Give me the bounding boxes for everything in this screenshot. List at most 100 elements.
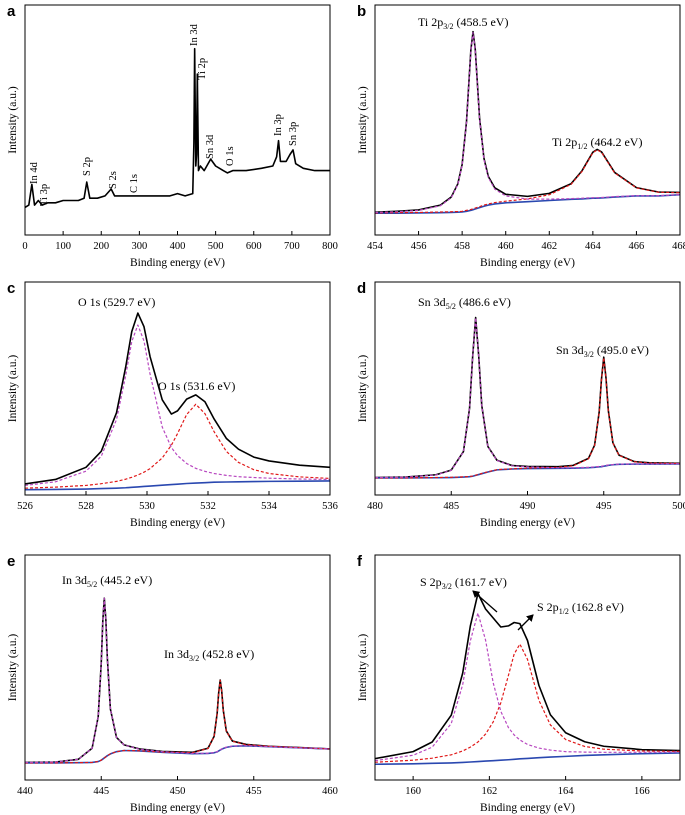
x-tick-label: 495 [596, 501, 612, 512]
plot-frame [24, 281, 331, 496]
x-tick-label: 455 [246, 786, 262, 797]
x-tick-label: 456 [411, 241, 427, 252]
x-tick-label: 534 [261, 501, 278, 512]
spectrum-line [24, 597, 331, 764]
peak-label-rest: (161.7 eV) [452, 575, 507, 589]
peak-label-rest: (486.6 eV) [456, 295, 511, 309]
y-axis-label: Intensity (a.u.) [357, 634, 369, 702]
x-axis-label: Binding energy (eV) [130, 257, 225, 269]
peak-label-rest: (458.5 eV) [453, 15, 508, 29]
plot-frame [374, 554, 681, 781]
peak-label-rest: (464.2 eV) [587, 135, 642, 149]
peak-label: Sn 3p [288, 122, 299, 146]
x-tick-label: 600 [246, 241, 262, 252]
x-axis-label: Binding energy (eV) [480, 257, 575, 269]
peak-label: Sn 3d [205, 134, 216, 159]
y-axis-label: Intensity (a.u.) [357, 86, 369, 154]
x-tick-label: 100 [55, 241, 71, 252]
peak-label: Ti 3p [39, 184, 50, 206]
peak-label: In 3d [189, 23, 200, 46]
x-tick-label: 166 [634, 786, 650, 797]
spectrum-line [24, 480, 331, 491]
plot-frame [374, 4, 681, 236]
x-tick-label: 485 [443, 501, 459, 512]
peak-label-sub: 5/2 [446, 302, 456, 311]
plot-frame [24, 4, 331, 236]
peak-label-rest: (445.2 eV) [97, 573, 152, 587]
panel-letter: a [7, 3, 16, 20]
spectrum-line [374, 316, 681, 479]
peak-label-rest: (495.0 eV) [594, 343, 649, 357]
peak-label: S 2p3/2 (161.7 eV) [420, 575, 507, 591]
x-tick-label: 700 [284, 241, 300, 252]
x-tick-label: 458 [454, 241, 470, 252]
y-axis-label: Intensity (a.u.) [7, 634, 19, 702]
peak-label: In 3d3/2 (452.8 eV) [164, 647, 254, 663]
peak-label: In 3p [273, 114, 284, 136]
spectrum-line [374, 317, 681, 479]
peak-label: In 3d5/2 (445.2 eV) [62, 573, 152, 589]
spectrum-line [374, 612, 681, 762]
spectrum-line [375, 357, 681, 479]
peak-label-main: S 2p [420, 575, 442, 589]
panel: c Intensity (a.u.) Binding energy (eV) 526 5… [7, 280, 338, 529]
peak-label-sub: 1/2 [559, 607, 569, 616]
spectrum-line [374, 643, 681, 763]
x-tick-label: 200 [93, 241, 109, 252]
arrow [472, 590, 498, 613]
x-tick-label: 460 [322, 786, 338, 797]
peak-label-main: Sn 3d [556, 343, 584, 357]
x-tick-label: 528 [78, 501, 94, 512]
spectrum-line [375, 193, 681, 214]
spectrum-line [374, 149, 681, 214]
x-tick-label: 466 [629, 241, 645, 252]
peak-label: S 2p1/2 (162.8 eV) [537, 600, 624, 616]
y-axis-label: Intensity (a.u.) [357, 355, 369, 423]
peak-label-main: O 1s (529.7 eV) [78, 295, 155, 309]
x-tick-label: 440 [17, 786, 33, 797]
x-tick-label: 500 [672, 501, 685, 512]
x-tick-label: 300 [132, 241, 148, 252]
x-tick-label: 464 [585, 241, 602, 252]
peak-label-rest: (162.8 eV) [569, 600, 624, 614]
peak-label-sub: 5/2 [87, 580, 97, 589]
panel: a Intensity (a.u.) Binding energy (eV) 0 100… [7, 3, 338, 269]
x-axis-label: Binding energy (eV) [480, 802, 575, 814]
x-tick-label: 0 [22, 241, 27, 252]
panel-letter: c [7, 280, 15, 297]
spectrum-line [25, 679, 331, 764]
peak-label: O 1s (529.7 eV) [78, 295, 155, 309]
plot-frame [374, 281, 681, 496]
peak-label: O 1s (531.6 eV) [158, 379, 235, 393]
peak-label-sub: 3/2 [584, 350, 594, 359]
x-tick-label: 450 [170, 786, 186, 797]
x-tick-label: 460 [498, 241, 514, 252]
x-tick-label: 500 [208, 241, 224, 252]
panel: d Intensity (a.u.) Binding energy (eV) 480 4… [357, 280, 685, 529]
peak-label: Sn 3d3/2 (495.0 eV) [556, 343, 649, 359]
panel: f Intensity (a.u.) Binding energy (eV) 160 1… [357, 553, 681, 814]
x-axis-label: Binding energy (eV) [480, 517, 575, 529]
spectrum-line [24, 47, 330, 209]
peak-label-sub: 3/2 [189, 654, 199, 663]
spectrum-line [24, 597, 331, 764]
peak-label: Ti 2p3/2 (458.5 eV) [418, 15, 508, 31]
peak-label-rest: (452.8 eV) [199, 647, 254, 661]
peak-label: Ti 2p1/2 (464.2 eV) [552, 135, 642, 151]
peak-label-main: O 1s (531.6 eV) [158, 379, 235, 393]
peak-label-main: Ti 2p [418, 15, 443, 29]
spectrum-line [24, 403, 331, 489]
peak-label-main: Sn 3d [418, 295, 446, 309]
peak-label: In 4d [29, 161, 40, 184]
peak-label-main: Ti 2p [552, 135, 577, 149]
arrow [517, 614, 534, 631]
y-axis-label: Intensity (a.u.) [7, 86, 19, 154]
panel-letter: d [357, 280, 366, 297]
peak-label: Ti 2p [197, 58, 208, 80]
x-tick-label: 400 [170, 241, 186, 252]
x-tick-label: 526 [17, 501, 33, 512]
x-tick-label: 462 [541, 241, 557, 252]
peak-label: Sn 3d5/2 (486.6 eV) [418, 295, 511, 311]
x-tick-label: 536 [322, 501, 338, 512]
